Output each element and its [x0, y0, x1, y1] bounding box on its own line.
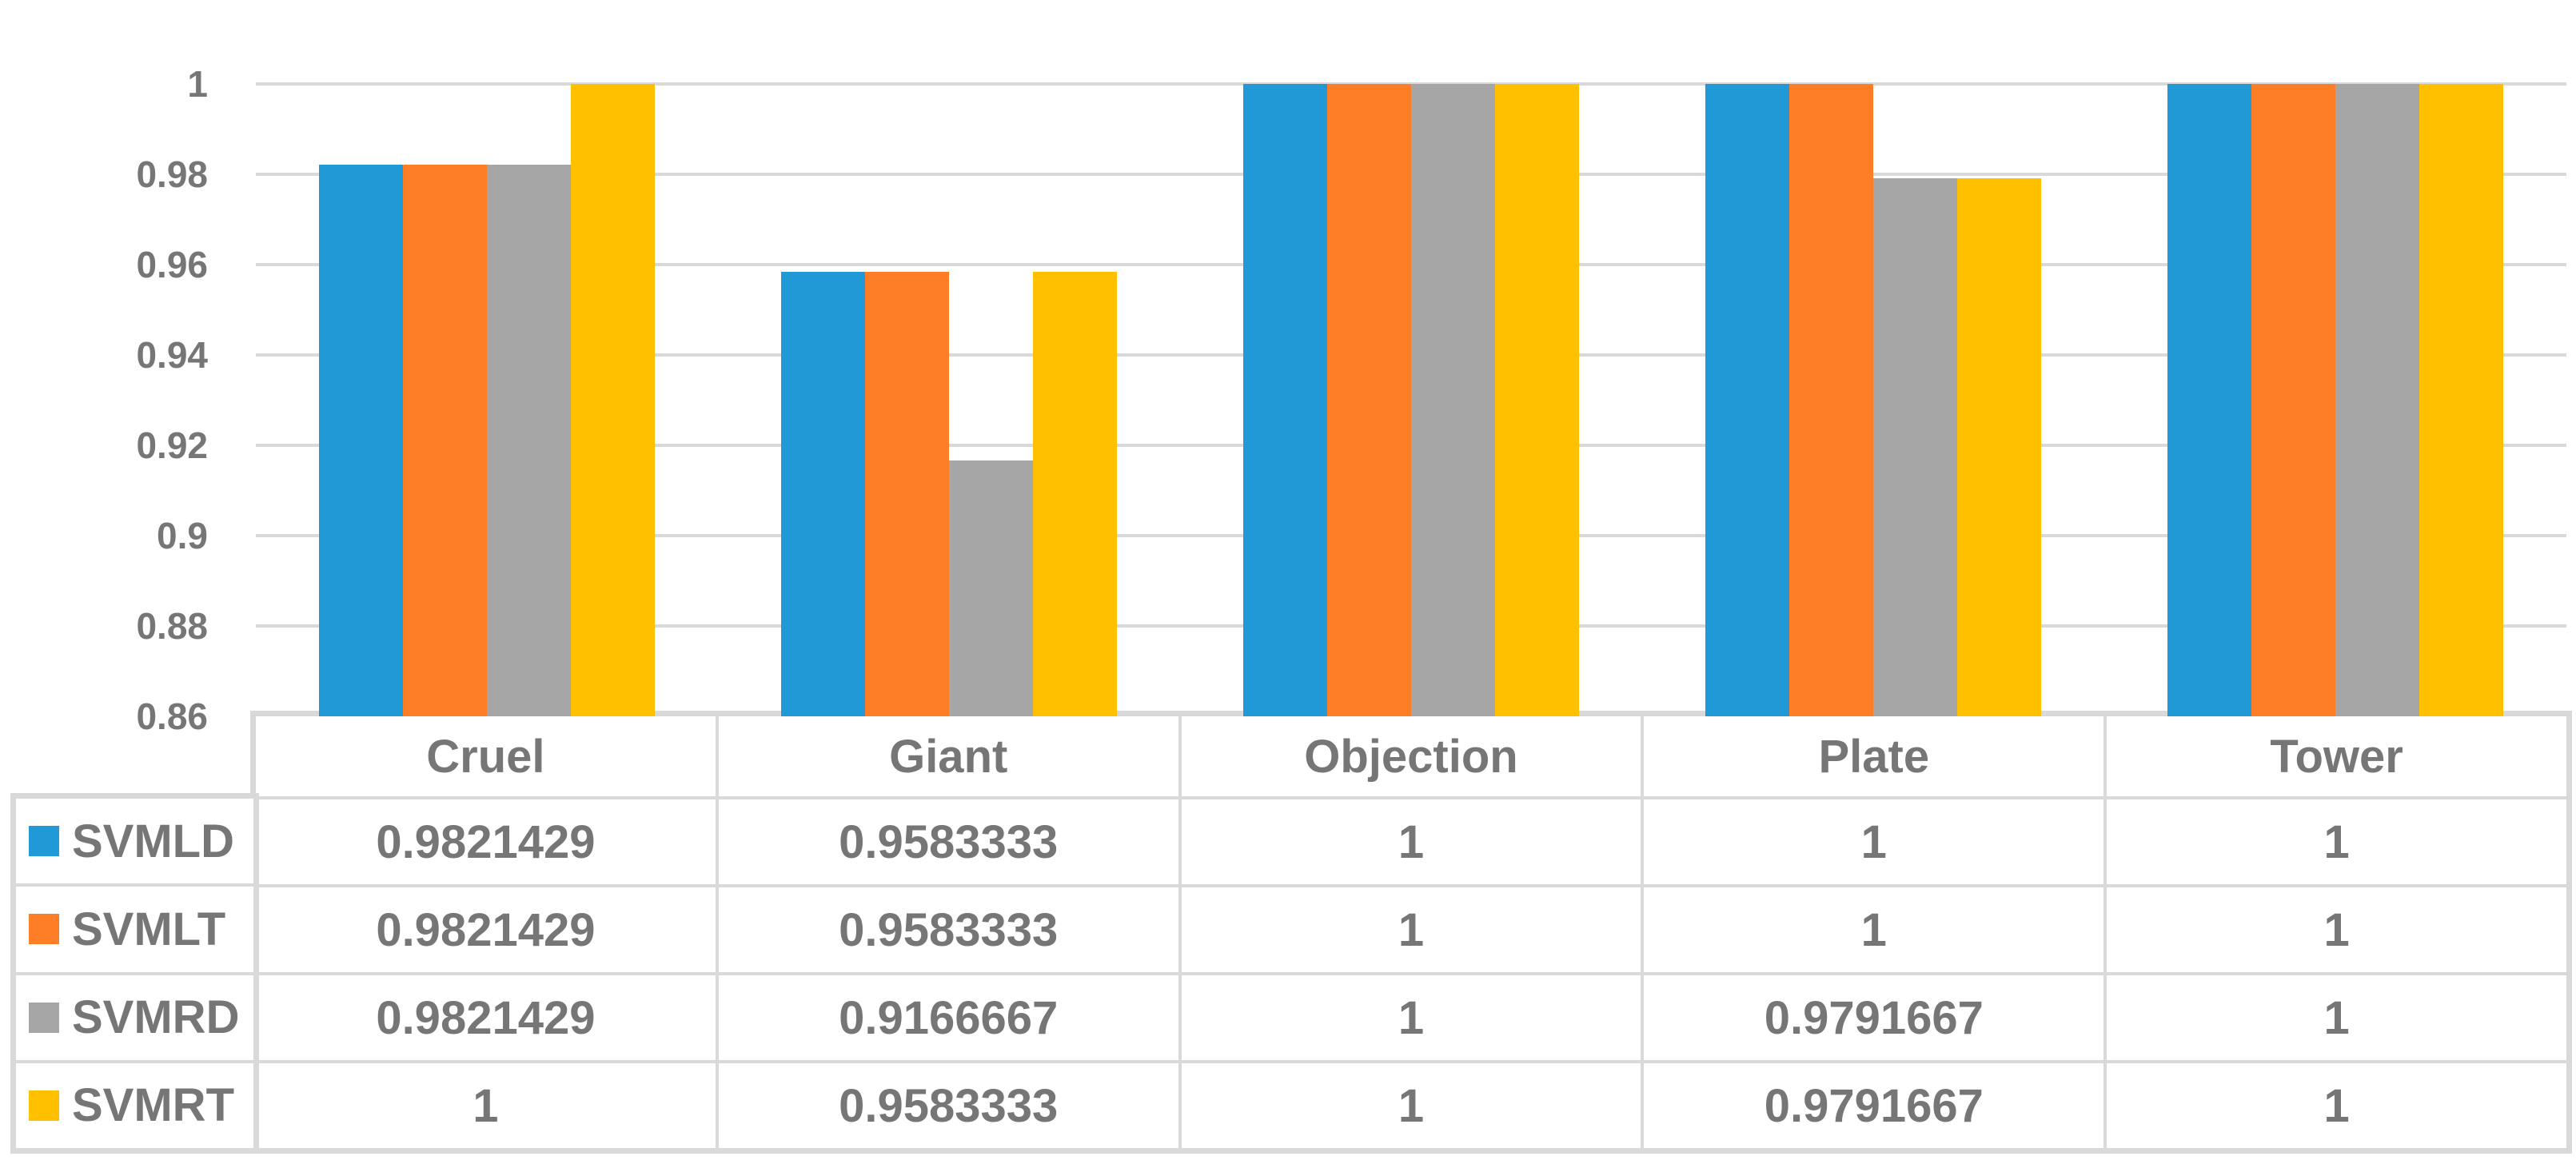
table-cell-svmld-tower: 1: [2107, 799, 2566, 884]
table-cell-svmrd-cruel: 0.9821429: [256, 975, 716, 1060]
bar-svmrd-cruel: [487, 164, 571, 716]
category-header-objection: Objection: [1181, 716, 1641, 796]
y-axis-tick-label: 0.88: [136, 605, 208, 647]
bar-svmlt-giant: [865, 272, 949, 716]
legend-swatch-svmld: [29, 826, 59, 857]
bar-svmld-plate: [1705, 84, 1789, 716]
y-axis-tick-label: 0.96: [136, 244, 208, 285]
bar-svmrt-objection: [1495, 84, 1579, 716]
table-cell-svmrt-tower: 1: [2107, 1063, 2566, 1148]
bar-svmrt-plate: [1957, 177, 2041, 716]
table-cell-svmrt-objection: 1: [1181, 1063, 1641, 1148]
table-cell-svmrt-cruel: 1: [256, 1063, 716, 1148]
bar-svmrd-objection: [1411, 84, 1495, 716]
legend-item-svmlt: SVMLT: [16, 887, 253, 972]
table-cell-svmrd-objection: 1: [1181, 975, 1641, 1060]
legend-key-column: SVMLD SVMLT SVMRD SVMRT: [10, 793, 259, 1154]
legend-label: SVMRD: [72, 991, 240, 1044]
table-cell-svmrt-plate: 0.9791667: [1644, 1063, 2104, 1148]
table-cell-svmrd-tower: 1: [2107, 975, 2566, 1060]
bar-svmrt-tower: [2419, 84, 2503, 716]
category-header-tower: Tower: [2107, 716, 2566, 796]
y-axis-tick-label: 1: [187, 63, 208, 105]
y-axis-tick-label: 0.94: [136, 334, 208, 376]
table-cell-svmrt-giant: 0.9583333: [718, 1063, 1178, 1148]
data-table: Cruel Giant Objection Plate Tower 0.9821429 0.…: [250, 711, 2572, 1154]
bar-svmld-giant: [781, 272, 865, 716]
legend-item-svmrd: SVMRD: [16, 975, 253, 1060]
table-cell-svmlt-objection: 1: [1181, 887, 1641, 972]
bar-svmrd-giant: [949, 460, 1033, 716]
bar-svmrd-plate: [1873, 177, 1957, 716]
category-header-plate: Plate: [1644, 716, 2104, 796]
bar-svmrd-tower: [2335, 84, 2419, 716]
y-axis-tick-label: 0.86: [136, 696, 208, 737]
y-axis-tick-label: 0.9: [157, 515, 208, 556]
bar-svmrt-cruel: [571, 84, 655, 716]
legend-swatch-svmrd: [29, 1002, 59, 1033]
category-header-giant: Giant: [718, 716, 1178, 796]
table-cell-svmld-plate: 1: [1644, 799, 2104, 884]
table-cell-svmlt-tower: 1: [2107, 887, 2566, 972]
table-cell-svmlt-cruel: 0.9821429: [256, 887, 716, 972]
legend-label: SVMLD: [72, 815, 234, 867]
bar-svmld-cruel: [319, 164, 403, 716]
legend-item-svmrt: SVMRT: [16, 1062, 253, 1148]
legend-item-svmld: SVMLD: [16, 799, 253, 884]
legend-label: SVMRT: [72, 1079, 234, 1132]
y-axis-tick-label: 0.92: [136, 425, 208, 466]
table-cell-svmlt-plate: 1: [1644, 887, 2104, 972]
bar-svmld-objection: [1243, 84, 1327, 716]
table-cell-svmld-objection: 1: [1181, 799, 1641, 884]
y-axis-tick-label: 0.98: [136, 153, 208, 195]
legend-swatch-svmlt: [29, 914, 59, 945]
bar-svmrt-giant: [1033, 272, 1117, 716]
bar-svmlt-objection: [1327, 84, 1411, 716]
table-cell-svmlt-giant: 0.9583333: [718, 887, 1178, 972]
bar-svmlt-plate: [1789, 84, 1873, 716]
bar-svmld-tower: [2167, 84, 2251, 716]
category-header-cruel: Cruel: [256, 716, 716, 796]
table-cell-svmrd-giant: 0.9166667: [718, 975, 1178, 1060]
bar-svmlt-cruel: [403, 164, 487, 716]
bar-svmlt-tower: [2251, 84, 2335, 716]
legend-label: SVMLT: [72, 903, 226, 955]
table-cell-svmrd-plate: 0.9791667: [1644, 975, 2104, 1060]
table-cell-svmld-giant: 0.9583333: [718, 799, 1178, 884]
legend-swatch-svmrt: [29, 1090, 59, 1121]
table-cell-svmld-cruel: 0.9821429: [256, 799, 716, 884]
